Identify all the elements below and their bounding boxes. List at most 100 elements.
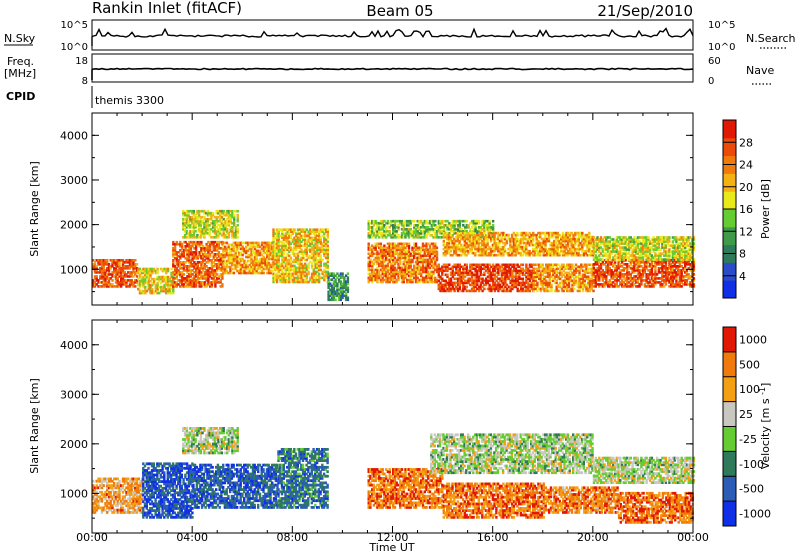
power-cell xyxy=(222,267,225,271)
power-cell xyxy=(298,280,301,284)
power-cell xyxy=(567,239,570,243)
power-cell xyxy=(479,226,482,229)
power-cell xyxy=(430,278,433,282)
power-cell xyxy=(453,247,456,251)
power-cell xyxy=(397,228,400,231)
power-cell xyxy=(229,261,232,265)
power-cell xyxy=(307,230,310,233)
power-cell xyxy=(376,274,379,278)
power-cell xyxy=(120,283,123,286)
power-cell xyxy=(281,236,284,240)
power-cell xyxy=(205,257,208,260)
power-cell xyxy=(442,279,446,283)
power-cell xyxy=(523,237,526,241)
power-cell xyxy=(208,228,211,231)
power-cell xyxy=(222,253,225,257)
power-cell xyxy=(535,245,538,249)
power-cell xyxy=(309,278,312,282)
power-cell xyxy=(525,267,528,271)
power-cell xyxy=(130,275,133,278)
power-cell xyxy=(428,256,432,260)
power-cell xyxy=(163,267,166,271)
power-cell xyxy=(455,228,458,231)
power-cell xyxy=(379,260,383,264)
power-cell xyxy=(513,285,516,289)
power-cell xyxy=(481,247,484,251)
power-cell xyxy=(509,273,512,277)
power-cell xyxy=(317,248,321,252)
power-cell xyxy=(121,271,125,274)
power-cell xyxy=(435,266,439,270)
power-cell xyxy=(481,289,484,293)
power-cell xyxy=(113,263,116,266)
power-cell xyxy=(238,271,241,275)
power-cell xyxy=(183,234,187,237)
power-cell xyxy=(279,274,282,278)
power-cell xyxy=(486,241,489,245)
power-cell xyxy=(514,247,517,251)
power-cell xyxy=(446,233,449,237)
power-cell xyxy=(386,262,390,266)
power-cell xyxy=(264,259,267,263)
power-cell xyxy=(562,279,565,283)
power-cell xyxy=(385,272,388,276)
power-cell xyxy=(472,287,475,291)
power-cell xyxy=(132,261,135,264)
power-cell xyxy=(111,275,114,278)
power-cell xyxy=(321,276,324,280)
power-cell xyxy=(241,263,244,267)
power-cell xyxy=(281,230,284,233)
power-cell xyxy=(577,245,580,249)
power-cell xyxy=(210,261,214,264)
power-cell xyxy=(300,272,303,276)
power-cell xyxy=(208,217,211,221)
power-cell xyxy=(383,274,386,278)
power-cell xyxy=(469,277,472,281)
power-cell xyxy=(409,221,412,225)
power-cell xyxy=(483,228,486,231)
power-cell xyxy=(128,267,132,270)
power-cell xyxy=(556,243,559,247)
power-cell xyxy=(402,224,405,227)
power-cell xyxy=(495,283,498,287)
power-cell xyxy=(186,242,189,246)
power-cell xyxy=(225,249,229,253)
power-cell xyxy=(516,243,519,247)
power-cell xyxy=(187,269,191,272)
power-cell xyxy=(327,280,330,283)
power-cell xyxy=(558,233,561,237)
power-cell xyxy=(467,279,470,283)
power-cell xyxy=(468,231,472,235)
power-cell xyxy=(213,224,217,227)
power-cell xyxy=(272,254,275,258)
power-cell xyxy=(163,283,166,287)
power-cell xyxy=(448,224,451,227)
power-cell xyxy=(114,275,118,278)
power-cell xyxy=(324,274,328,278)
power-cell xyxy=(543,267,546,271)
power-cell xyxy=(421,268,425,272)
power-cell xyxy=(581,283,585,287)
power-cell xyxy=(165,277,168,281)
power-cell xyxy=(144,285,147,289)
power-cell xyxy=(229,226,232,229)
power-cell xyxy=(376,230,379,233)
power-cell xyxy=(381,256,384,260)
power-cell xyxy=(138,269,142,273)
power-cell xyxy=(217,255,221,258)
power-cell xyxy=(476,232,479,235)
power-cell xyxy=(491,219,495,223)
power-cell xyxy=(288,246,291,250)
power-cell xyxy=(319,260,322,264)
power-cell xyxy=(216,281,219,284)
power-cell xyxy=(514,279,518,283)
power-cell xyxy=(472,233,475,237)
power-cell xyxy=(212,275,215,278)
power-cell xyxy=(193,267,196,270)
power-cell xyxy=(441,283,444,287)
power-cell xyxy=(397,270,400,274)
power-cell xyxy=(569,275,572,279)
power-cell xyxy=(187,273,191,276)
power-cell xyxy=(467,289,470,293)
power-cell xyxy=(225,259,229,263)
